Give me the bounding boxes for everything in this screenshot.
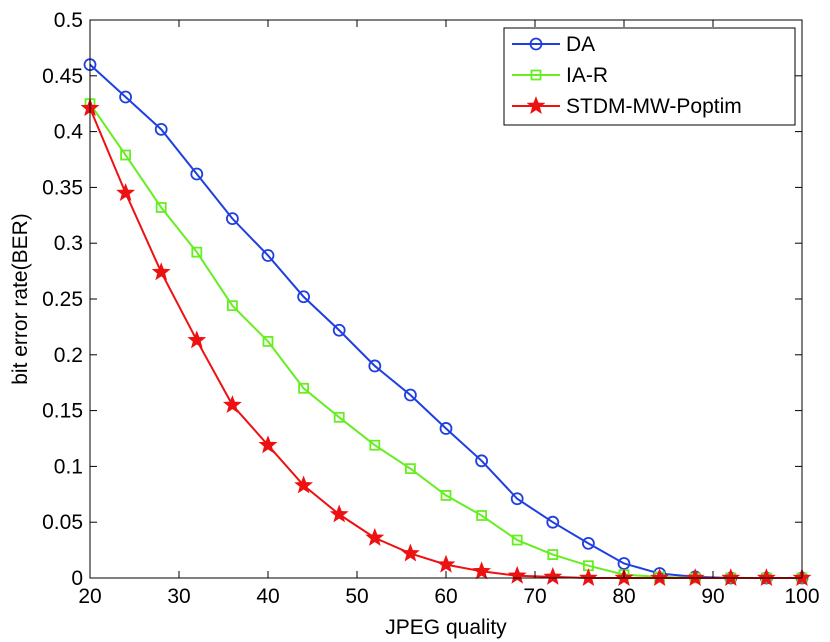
data-point [258, 435, 278, 454]
data-point [472, 561, 492, 580]
data-point [403, 388, 417, 402]
y-tick-label: 0.05 [42, 511, 83, 534]
legend-entry: IA-R [512, 64, 608, 87]
data-point [368, 359, 382, 373]
data-point [190, 167, 204, 181]
legend-entry: DA [512, 33, 595, 56]
data-point [297, 290, 311, 304]
data-point [721, 568, 741, 587]
data-point [578, 568, 598, 587]
x-tick-label: 80 [612, 585, 635, 608]
data-point [226, 300, 238, 312]
y-tick-label: 0.35 [42, 176, 83, 199]
y-tick-label: 0.5 [54, 9, 83, 32]
x-tick-label: 70 [523, 585, 546, 608]
legend-swatch-marker [529, 37, 543, 51]
legend: DA IA-R STDM-MW-Poptim [503, 27, 796, 126]
x-tick-label: 30 [167, 585, 190, 608]
x-tick-label: 50 [345, 585, 368, 608]
y-tick-label: 0.4 [54, 121, 84, 144]
data-point [225, 212, 239, 226]
data-point [440, 490, 452, 501]
data-point [155, 202, 167, 213]
data-point [154, 122, 168, 136]
legend-entry: STDM-MW-Poptim [512, 95, 742, 118]
data-point [116, 183, 136, 202]
data-point [400, 543, 420, 562]
y-tick-label: 0.25 [42, 288, 83, 311]
x-tick-label: 20 [78, 585, 101, 608]
data-point [476, 510, 488, 521]
data-point [685, 568, 705, 587]
data-point [187, 330, 207, 349]
y-axis-label: bit error rate(BER) [9, 213, 32, 385]
data-point [222, 395, 242, 414]
data-point [333, 411, 345, 423]
y-tick-label: 0.3 [54, 232, 83, 255]
legend-label: DA [566, 33, 595, 56]
data-point [369, 439, 381, 451]
data-point [294, 475, 314, 494]
data-point [191, 246, 203, 258]
plot-area-frame [89, 19, 803, 579]
legend-label: STDM-MW-Poptim [566, 95, 742, 118]
y-tick-label: 0 [71, 567, 83, 590]
data-point [547, 549, 559, 560]
y-tick-label: 0.1 [54, 455, 83, 478]
data-point [543, 566, 563, 585]
legend-swatch-marker [530, 69, 542, 81]
tick-layer: 20 30 40 50 60 70 80 90 100 0 0.05 0.1 0.15 0.2 0.25 0.… [42, 9, 819, 608]
data-point [262, 336, 274, 347]
x-tick-label: 90 [701, 585, 724, 608]
data-point [546, 515, 560, 529]
data-point [475, 454, 489, 468]
legend-swatch-marker [526, 96, 546, 115]
x-tick-label: 40 [256, 585, 279, 608]
data-point [120, 149, 131, 161]
data-point [151, 262, 171, 281]
data-point [404, 463, 416, 475]
legend-label: IA-R [566, 64, 608, 87]
data-point [650, 568, 670, 587]
data-point [439, 422, 453, 435]
data-point [365, 527, 385, 546]
y-tick-label: 0.2 [54, 344, 83, 367]
data-point [582, 537, 595, 550]
data-point [119, 90, 132, 104]
data-point [756, 568, 776, 587]
data-point [329, 504, 349, 523]
data-point [436, 554, 456, 573]
y-tick-label: 0.15 [42, 400, 83, 423]
x-axis-label: JPEG quality [385, 616, 507, 639]
data-point [507, 565, 527, 584]
data-point [298, 382, 310, 394]
data-point [332, 323, 346, 337]
series-line [89, 63, 802, 579]
x-tick-label: 60 [434, 585, 457, 608]
legend-items: DA IA-R STDM-MW-Poptim [512, 33, 742, 118]
x-tick-label: 100 [784, 585, 819, 608]
data-point [511, 534, 523, 546]
data-point [261, 249, 275, 262]
data-point [510, 492, 524, 506]
y-tick-label: 0.45 [42, 65, 83, 88]
